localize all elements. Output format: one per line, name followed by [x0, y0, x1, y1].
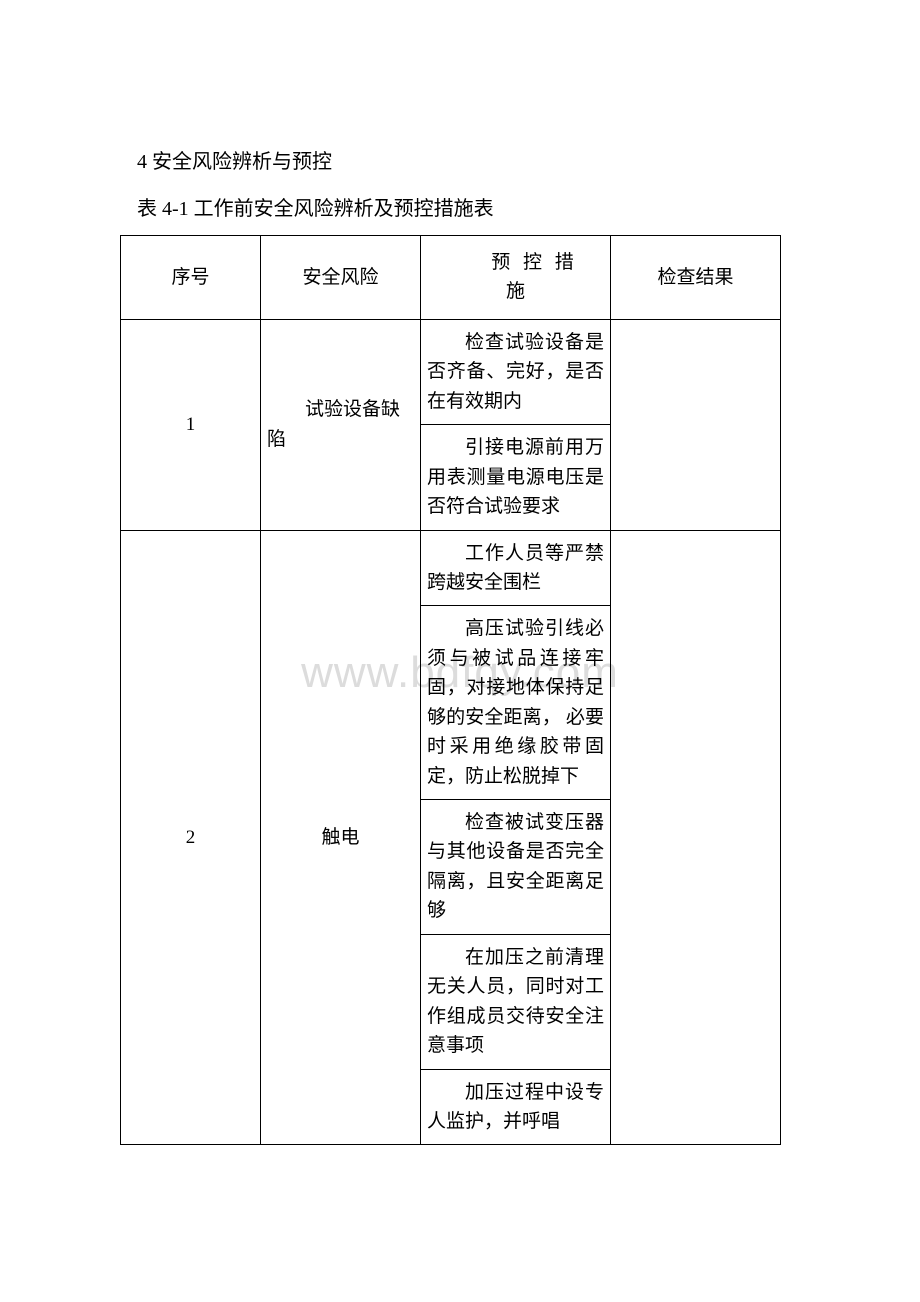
measure-cell: 工作人员等严禁跨越安全围栏 — [421, 530, 611, 606]
measure-cell: 检查试验设备是否齐备、完好，是否在有效期内 — [421, 319, 611, 424]
table-row: 2 触电 工作人员等严禁跨越安全围栏 — [121, 530, 781, 606]
measure-cell: 高压试验引线必须与被试品连接牢固，对接地体保持足够的安全距离， 必要时采用绝缘胶… — [421, 606, 611, 800]
risk-table: 序号 安全风险 预 控 措 施 检查结果 1 试验设备缺陷 检查试验设备是否齐备… — [120, 235, 781, 1145]
table-caption: 表 4-1 工作前安全风险辨析及预控措施表 — [115, 192, 805, 221]
risk-cell: 试验设备缺陷 — [261, 319, 421, 530]
result-cell — [611, 319, 781, 530]
col-header-risk: 安全风险 — [261, 236, 421, 320]
measure-cell: 引接电源前用万用表测量电源电压是否符合试验要求 — [421, 425, 611, 530]
measure-header-line1: 预 控 措 — [427, 248, 604, 277]
table-row: 1 试验设备缺陷 检查试验设备是否齐备、完好，是否在有效期内 — [121, 319, 781, 424]
measure-cell: 在加压之前清理无关人员，同时对工作组成员交待安全注意事项 — [421, 934, 611, 1069]
seq-cell: 2 — [121, 530, 261, 1145]
col-header-measure: 预 控 措 施 — [421, 236, 611, 320]
measure-header-line2: 施 — [427, 277, 604, 306]
document-content: 4 安全风险辨析与预控 表 4-1 工作前安全风险辨析及预控措施表 序号 安全风… — [115, 145, 805, 1145]
col-header-seq: 序号 — [121, 236, 261, 320]
col-header-result: 检查结果 — [611, 236, 781, 320]
measure-cell: 检查被试变压器与其他设备是否完全隔离，且安全距离足够 — [421, 800, 611, 935]
table-header-row: 序号 安全风险 预 控 措 施 检查结果 — [121, 236, 781, 320]
section-heading: 4 安全风险辨析与预控 — [115, 145, 805, 174]
result-cell — [611, 530, 781, 1145]
measure-cell: 加压过程中设专人监护，并呼唱 — [421, 1069, 611, 1145]
seq-cell: 1 — [121, 319, 261, 530]
risk-cell: 触电 — [261, 530, 421, 1145]
